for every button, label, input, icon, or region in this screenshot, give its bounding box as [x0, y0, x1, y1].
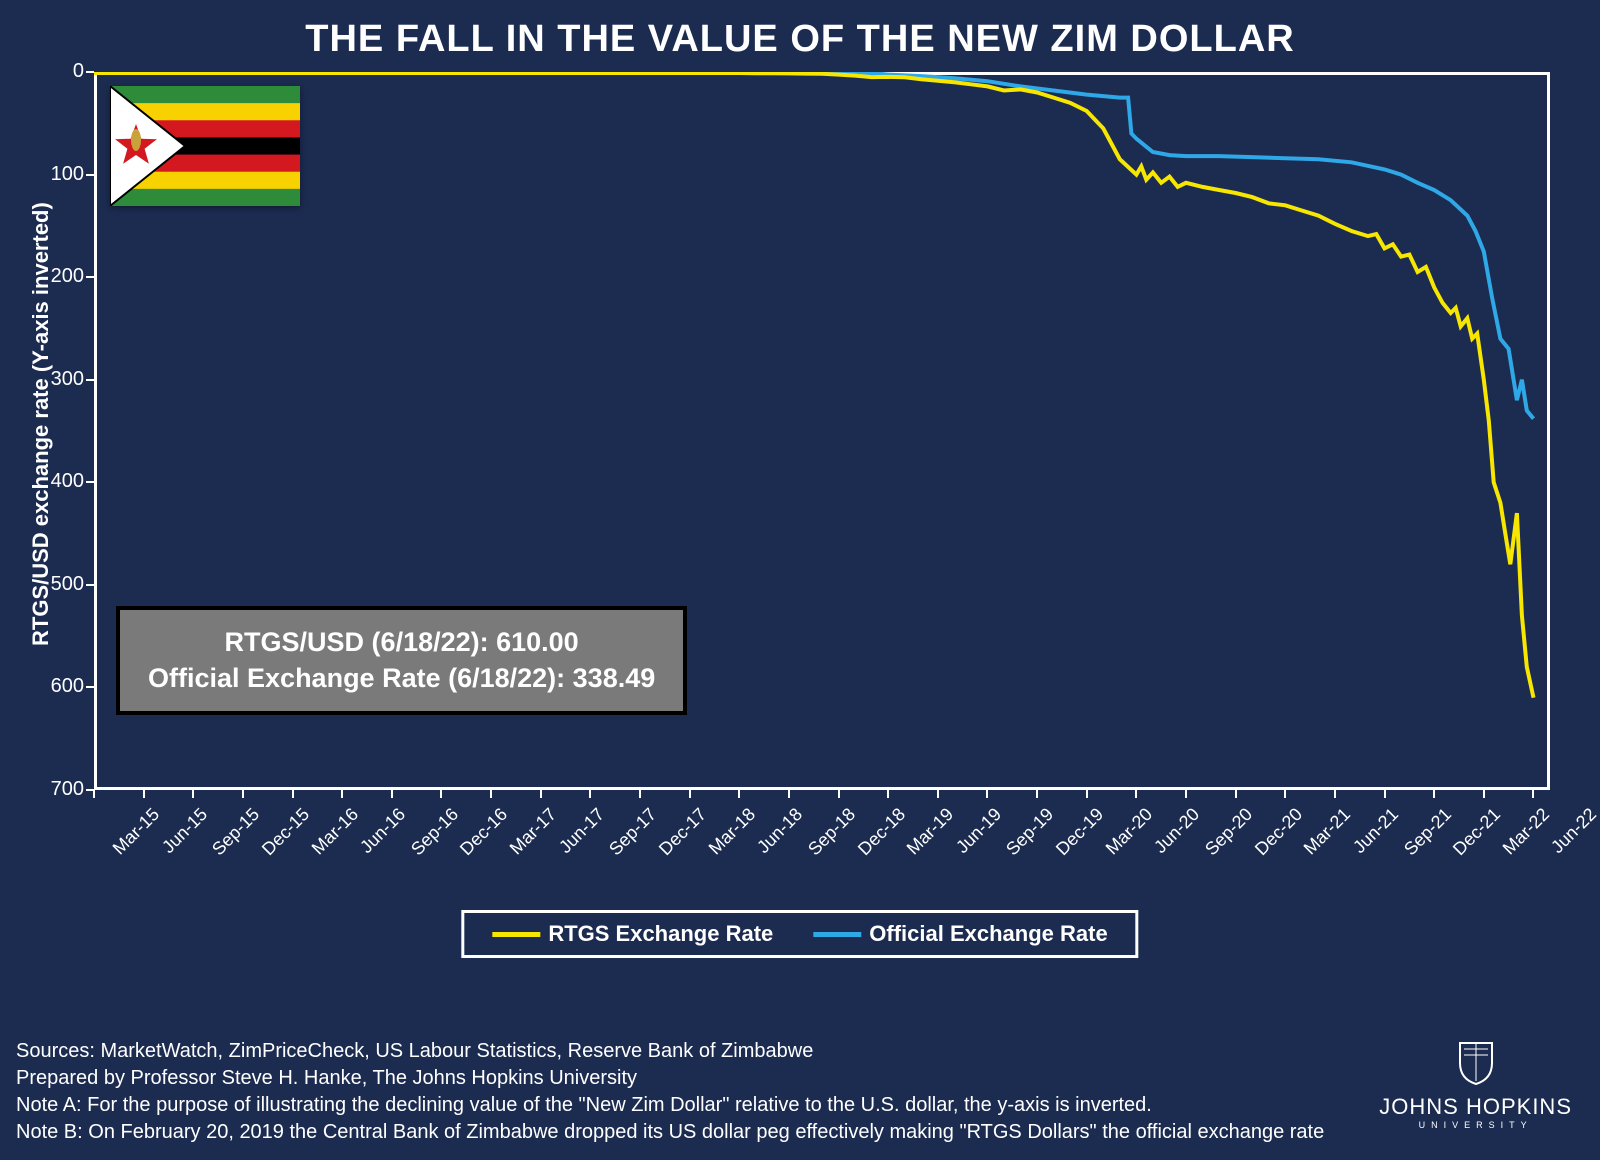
x-tick-label: Jun-17 [555, 804, 609, 858]
legend-label-rtgs: RTGS Exchange Rate [548, 921, 773, 947]
legend-label-official: Official Exchange Rate [869, 921, 1107, 947]
logo-text-bottom: UNIVERSITY [1379, 1120, 1572, 1130]
johns-hopkins-logo: JOHNS HOPKINS UNIVERSITY [1379, 1041, 1572, 1130]
y-tick-label: 100 [24, 163, 84, 186]
x-tick-label: Mar-20 [1101, 804, 1156, 859]
x-tick-label: Mar-22 [1499, 804, 1554, 859]
legend: RTGS Exchange Rate Official Exchange Rat… [461, 910, 1138, 958]
x-tick-label: Jun-20 [1150, 804, 1204, 858]
x-tick-label: Sep-19 [1002, 804, 1058, 860]
x-tick-label: Dec-21 [1449, 804, 1505, 860]
info-box: RTGS/USD (6/18/22): 610.00 Official Exch… [116, 606, 687, 715]
x-tick-label: Jun-16 [356, 804, 410, 858]
chart-title: THE FALL IN THE VALUE OF THE NEW ZIM DOL… [0, 18, 1600, 61]
x-tick-label: Mar-17 [506, 804, 561, 859]
legend-item-rtgs: RTGS Exchange Rate [492, 921, 773, 947]
legend-swatch-rtgs [492, 932, 540, 937]
x-tick-label: Mar-19 [903, 804, 958, 859]
y-tick-label: 400 [24, 470, 84, 493]
line-official [94, 73, 1534, 419]
x-tick-label: Sep-17 [605, 804, 661, 860]
x-tick-label: Sep-18 [804, 804, 860, 860]
footer-line-1: Sources: MarketWatch, ZimPriceCheck, US … [16, 1038, 1324, 1065]
x-tick-label: Mar-18 [704, 804, 759, 859]
x-tick-label: Mar-16 [307, 804, 362, 859]
x-tick-label: Mar-21 [1300, 804, 1355, 859]
x-tick-label: Sep-20 [1201, 804, 1257, 860]
x-tick-label: Dec-17 [655, 804, 711, 860]
footer-line-3: Note A: For the purpose of illustrating … [16, 1092, 1324, 1119]
legend-item-official: Official Exchange Rate [813, 921, 1107, 947]
x-tick-label: Jun-21 [1349, 804, 1403, 858]
y-tick-label: 0 [24, 60, 84, 83]
x-tick-label: Sep-15 [208, 804, 264, 860]
x-tick-label: Sep-21 [1400, 804, 1456, 860]
shield-icon [1458, 1041, 1494, 1085]
x-tick-label: Dec-20 [1251, 804, 1307, 860]
zimbabwe-flag-icon [110, 86, 300, 206]
logo-text-top: JOHNS HOPKINS [1379, 1094, 1572, 1120]
x-tick-label: Jun-22 [1548, 804, 1600, 858]
y-tick-label: 200 [24, 265, 84, 288]
x-tick-label: Jun-15 [158, 804, 212, 858]
y-tick-label: 300 [24, 368, 84, 391]
y-tick-label: 700 [24, 778, 84, 801]
x-tick-label: Sep-16 [407, 804, 463, 860]
x-tick-label: Dec-18 [854, 804, 910, 860]
chart-container: THE FALL IN THE VALUE OF THE NEW ZIM DOL… [0, 0, 1600, 1160]
x-tick-label: Dec-19 [1052, 804, 1108, 860]
x-tick-label: Mar-15 [109, 804, 164, 859]
info-line-1: RTGS/USD (6/18/22): 610.00 [148, 624, 655, 660]
x-tick-label: Dec-15 [258, 804, 314, 860]
footer-line-2: Prepared by Professor Steve H. Hanke, Th… [16, 1065, 1324, 1092]
x-tick-label: Jun-18 [753, 804, 807, 858]
x-tick-label: Jun-19 [952, 804, 1006, 858]
info-line-2: Official Exchange Rate (6/18/22): 338.49 [148, 660, 655, 696]
footer-notes: Sources: MarketWatch, ZimPriceCheck, US … [16, 1038, 1324, 1146]
legend-swatch-official [813, 932, 861, 937]
y-tick-label: 600 [24, 675, 84, 698]
x-tick-label: Dec-16 [456, 804, 512, 860]
line-rtgs [94, 73, 1534, 698]
footer-line-4: Note B: On February 20, 2019 the Central… [16, 1119, 1324, 1146]
y-tick-label: 500 [24, 573, 84, 596]
